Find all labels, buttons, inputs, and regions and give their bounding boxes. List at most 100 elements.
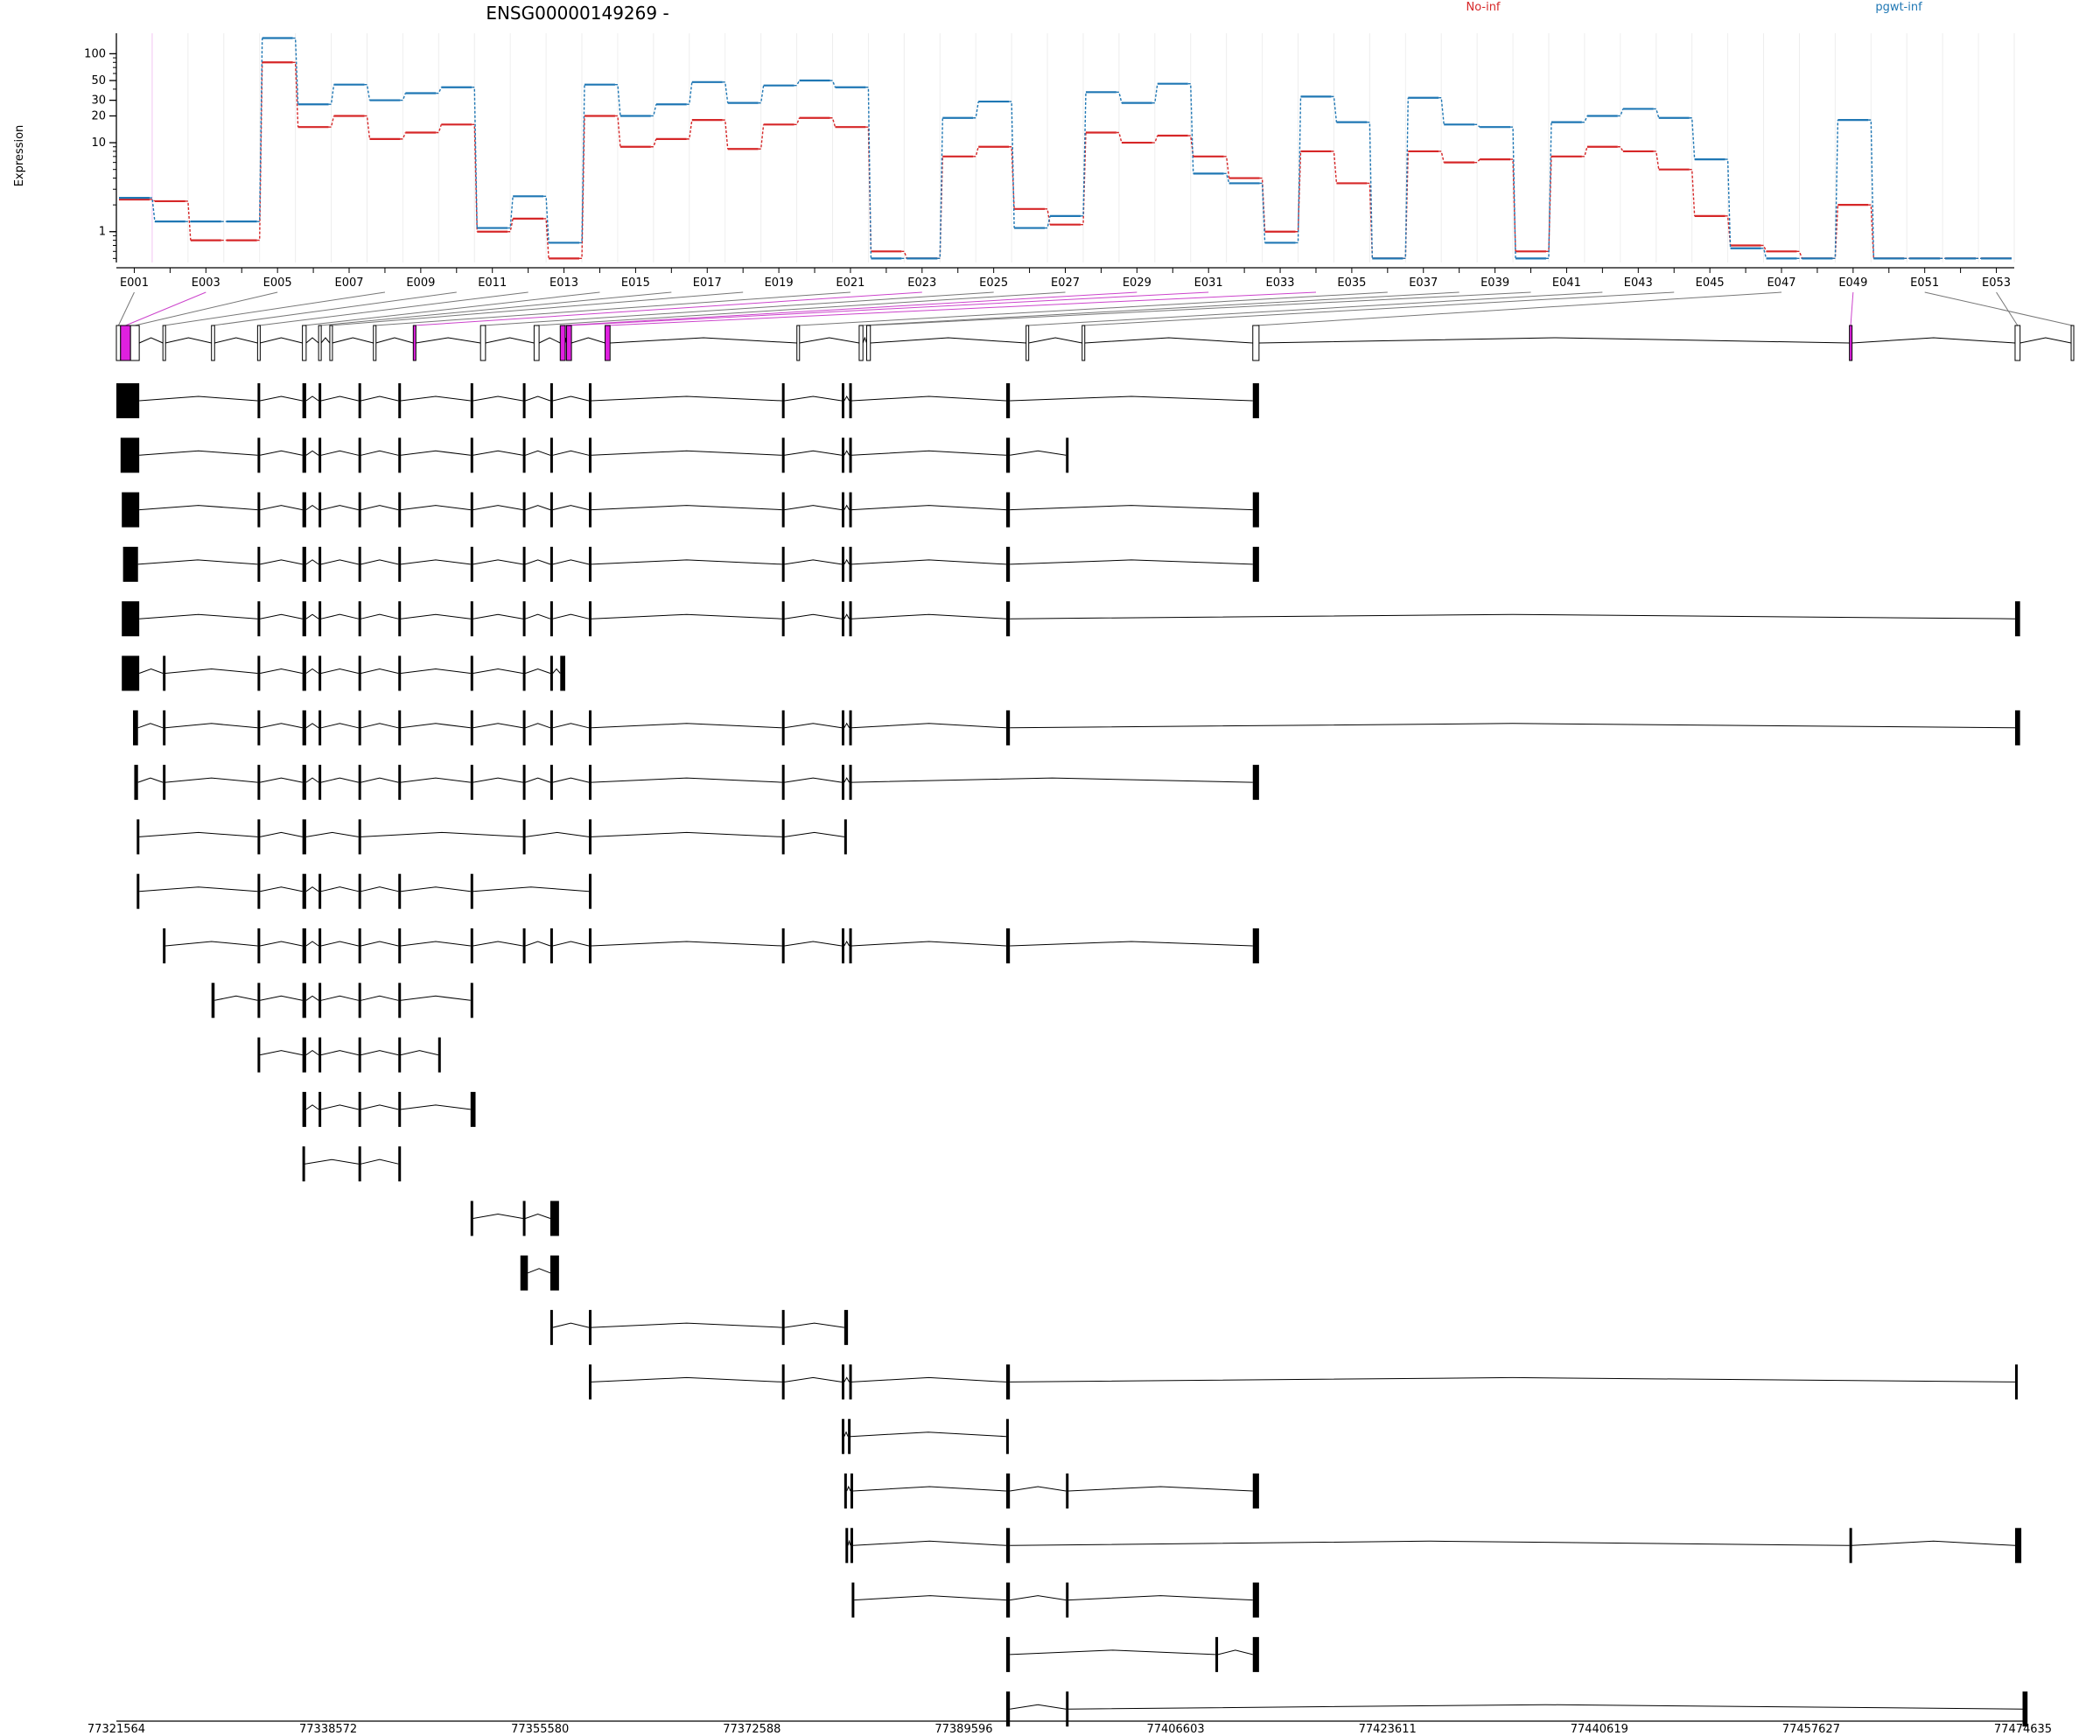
intron [401,1104,471,1110]
transcript-exon [851,1582,855,1618]
x-tick-label: E051 [1910,276,1939,290]
series-step [1689,117,1696,160]
intron [401,777,471,783]
legend-no-inf: No-inf [1466,1,1500,14]
meta-exon [318,325,322,361]
transcript-exon [560,655,565,691]
transcript-exon [589,819,592,855]
transcript-exon [522,710,526,746]
exon-connector [319,291,672,326]
intron [305,941,319,947]
intron [1068,1486,1253,1492]
transcript-exon [302,928,306,963]
transcript-exon [849,1364,852,1400]
intron [552,613,590,620]
x-tick-label: E053 [1982,276,2011,290]
x-tick-label: E025 [979,276,1008,290]
intron [164,668,258,674]
transcript-exon [522,819,526,855]
transcript-exon [1005,492,1011,528]
transcript-exon [398,1146,402,1182]
transcript-exon [116,383,140,418]
transcript-exon [522,928,526,963]
transcript-exon [358,601,361,637]
chart-title: ENSG00000149269 - [486,3,668,24]
meta-exon [796,325,801,361]
intron [472,396,523,402]
meta-exon [373,325,377,361]
transcript-row [116,383,1259,418]
exon-connector [304,291,600,326]
exon-connector [563,291,1138,326]
transcript-exon [1252,928,1259,963]
intron [305,559,319,565]
intron [400,1050,438,1056]
meta-exon [865,325,872,361]
intron [2020,337,2072,344]
transcript-row [136,819,847,855]
intron [844,504,850,510]
intron [360,559,399,565]
intron [851,723,1006,729]
intron [851,777,1253,783]
transcript-exon [1005,1691,1011,1727]
transcript-row [842,1418,1009,1454]
x-tick-label: E049 [1838,276,1867,290]
series-step [901,250,907,259]
series-step [256,38,263,222]
transcript-exon [1849,1528,1852,1564]
intron [305,396,319,402]
intron [360,723,399,729]
transcript-exon [1005,1528,1011,1564]
x-axis: E001 E003 E005 E007 E009 E011 E013 E015 E017 E019… [116,267,2014,290]
transcript-row [550,1310,849,1346]
transcript-exon [1252,546,1259,582]
transcript-exon [1005,383,1011,418]
meta-exon [1082,325,1086,361]
series-step [830,117,836,128]
intron [851,1376,1006,1382]
x-tick-label: E001 [120,276,149,290]
intron [844,558,850,565]
transcript-exon [849,765,852,801]
intron [784,396,843,402]
intron [552,559,590,565]
intron [850,1432,1006,1438]
meta-exon [162,325,166,361]
transcript-exon [520,1255,528,1291]
transcript-exon [302,601,306,637]
series-step [1832,120,1839,260]
intron [784,777,843,783]
transcript-exon [398,601,402,637]
exon-connector [861,291,1460,326]
transcript-exon [318,492,322,528]
intron [1010,1595,1067,1601]
transcript-exon [1005,1636,1011,1672]
intron [360,1050,399,1056]
transcript-exon [358,655,361,691]
intron [1852,337,2015,344]
series-step [1868,204,1874,259]
transcript-exon [842,383,845,418]
transcript-exon [781,710,785,746]
x-tick-label: E015 [621,276,650,290]
intron [870,337,1026,344]
x-tick-label: E011 [478,276,507,290]
intron [851,613,1006,620]
transcript-exon [842,492,845,528]
intron [472,941,523,947]
intron [528,1268,551,1274]
transcript-exon [136,819,140,855]
series-step [328,116,335,128]
transcript-exon [358,492,361,528]
series-step [1152,83,1158,104]
intron [305,504,319,511]
series-step [508,196,514,229]
intron [1010,1540,1850,1546]
transcript-exon [849,710,852,746]
intron [610,337,797,344]
intron [164,777,258,783]
x-tick-label: E007 [334,276,363,290]
transcript-exon [842,928,845,963]
x-tick-label: E017 [693,276,722,290]
